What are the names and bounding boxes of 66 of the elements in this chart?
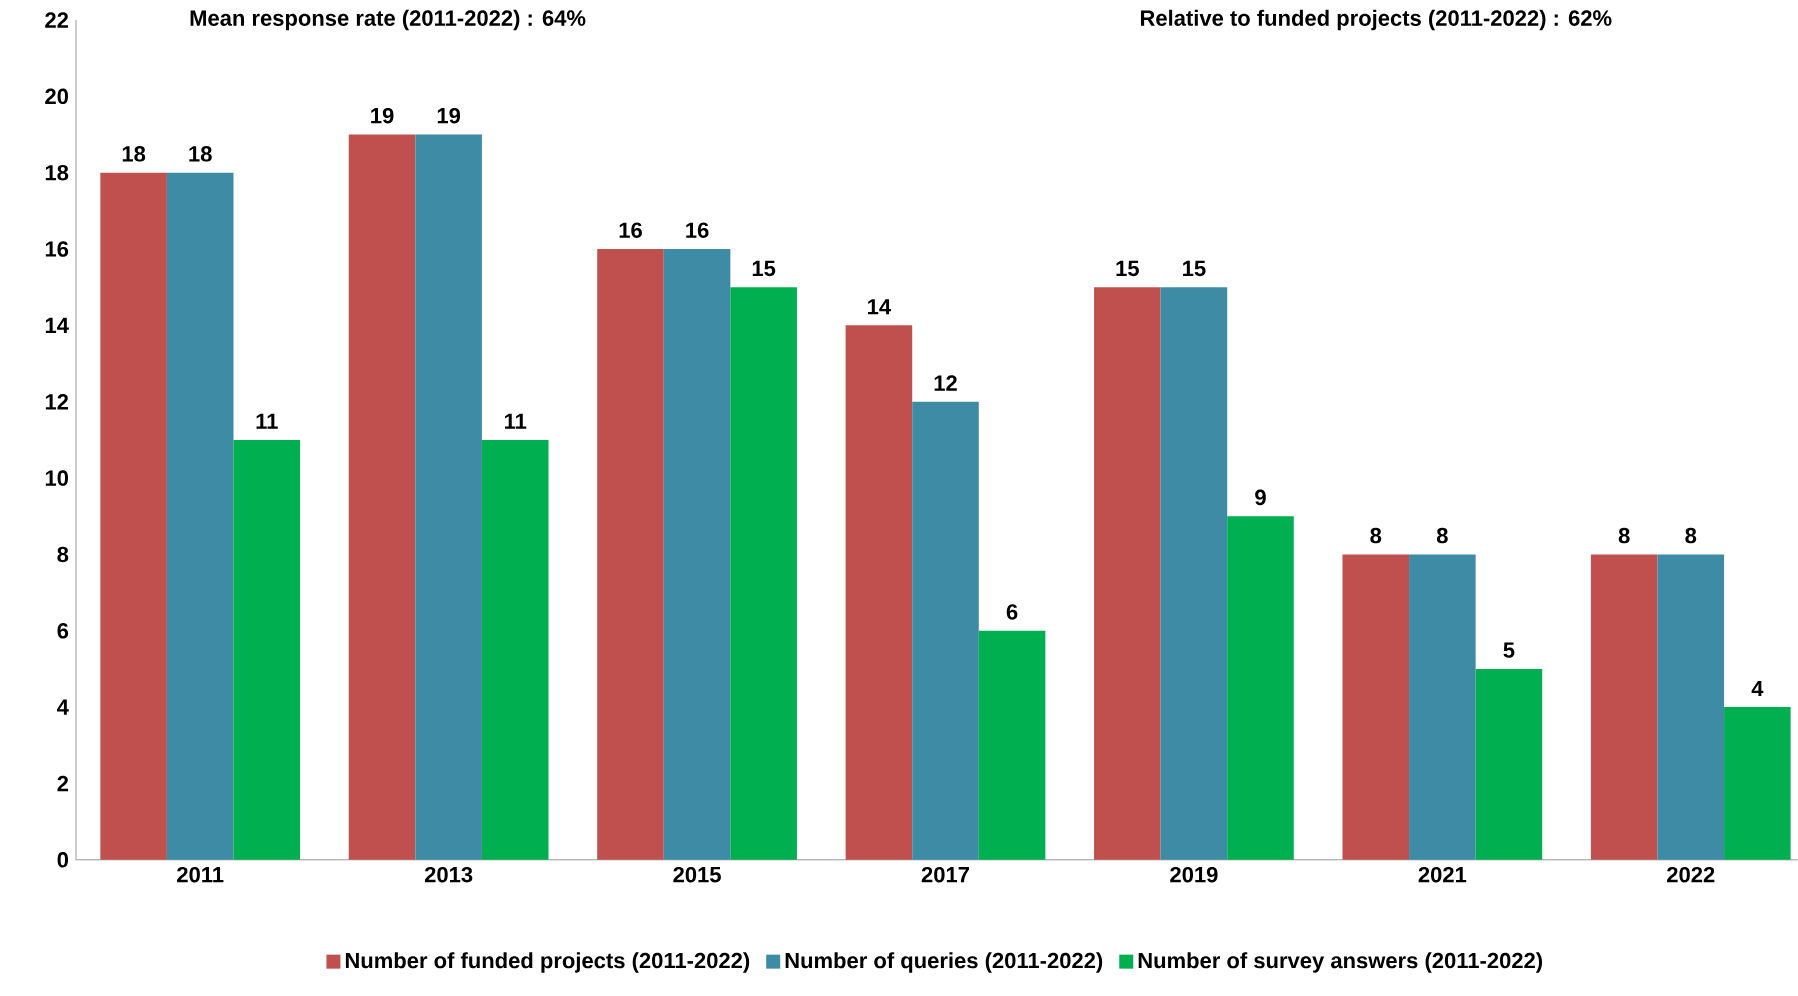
legend-label: Number of survey answers (2011-2022) [1138,952,1543,973]
data-label: 8 [1685,527,1697,544]
y-tick-label: 18 [45,165,69,181]
bar [166,172,234,860]
y-tick-label: 14 [45,317,69,334]
y-tick-label: 16 [45,241,69,257]
bar [1475,669,1543,860]
bar [845,325,913,860]
x-tick-label: 2013 [424,866,473,883]
bar [978,630,1046,860]
data-label: 6 [1006,604,1018,620]
x-tick-label: 2015 [673,866,721,883]
data-label: 4 [1751,681,1764,697]
bar [1724,707,1791,860]
data-label: 8 [1618,527,1630,544]
data-label: 15 [1116,260,1139,277]
data-label: 11 [256,413,278,429]
data-label: 16 [686,222,709,239]
data-label: 8 [1436,527,1448,544]
bar [1409,554,1476,860]
bar [348,134,416,860]
y-tick-label: 6 [57,623,69,639]
data-label: 12 [934,375,957,391]
data-label: 5 [1503,642,1515,658]
data-label: 9 [1255,489,1266,506]
data-label: 15 [1183,260,1206,277]
data-label: 15 [752,260,776,277]
bar [912,401,979,860]
y-tick-label: 0 [57,852,69,868]
data-label: 8 [1370,527,1382,544]
annotation: Relative to funded projects (2011-2022) : 62% [1140,9,1612,31]
y-tick-label: 8 [57,546,69,563]
legend-label: Number of queries (2011-2022) [785,952,1103,973]
data-label: 11 [504,413,527,429]
legend-label: Number of funded projects (2011-2022) [345,952,750,973]
data-label: 19 [437,108,461,124]
y-tick-label: 12 [45,394,69,410]
bar [415,134,482,860]
x-tick-label: 2011 [177,866,224,883]
bar [481,440,549,860]
bar [100,172,167,860]
data-label: 18 [189,146,212,162]
x-tick-label: 2019 [1170,866,1218,883]
bar [1590,554,1658,860]
y-tick-label: 22 [45,12,69,28]
bar [663,249,731,860]
data-label: 19 [371,108,394,124]
annotation: Mean response rate (2011-2022) : 64% [190,9,586,31]
bar [597,249,664,860]
y-tick-label: 20 [45,88,69,105]
y-tick-label: 4 [57,699,69,715]
data-label: 18 [122,146,146,162]
x-tick-label: 2017 [921,866,969,883]
bar [1227,516,1294,860]
data-label: 14 [868,299,892,315]
x-tick-label: 2021 [1418,866,1467,883]
bar [1160,287,1228,860]
y-tick-label: 10 [45,470,69,486]
bar [1657,554,1725,860]
x-tick-label: 2022 [1667,866,1715,883]
bar [1342,554,1410,860]
y-tick-label: 2 [57,775,69,792]
bar [1094,287,1161,860]
data-label: 16 [619,222,642,239]
bar [233,440,301,860]
bar [730,287,797,860]
